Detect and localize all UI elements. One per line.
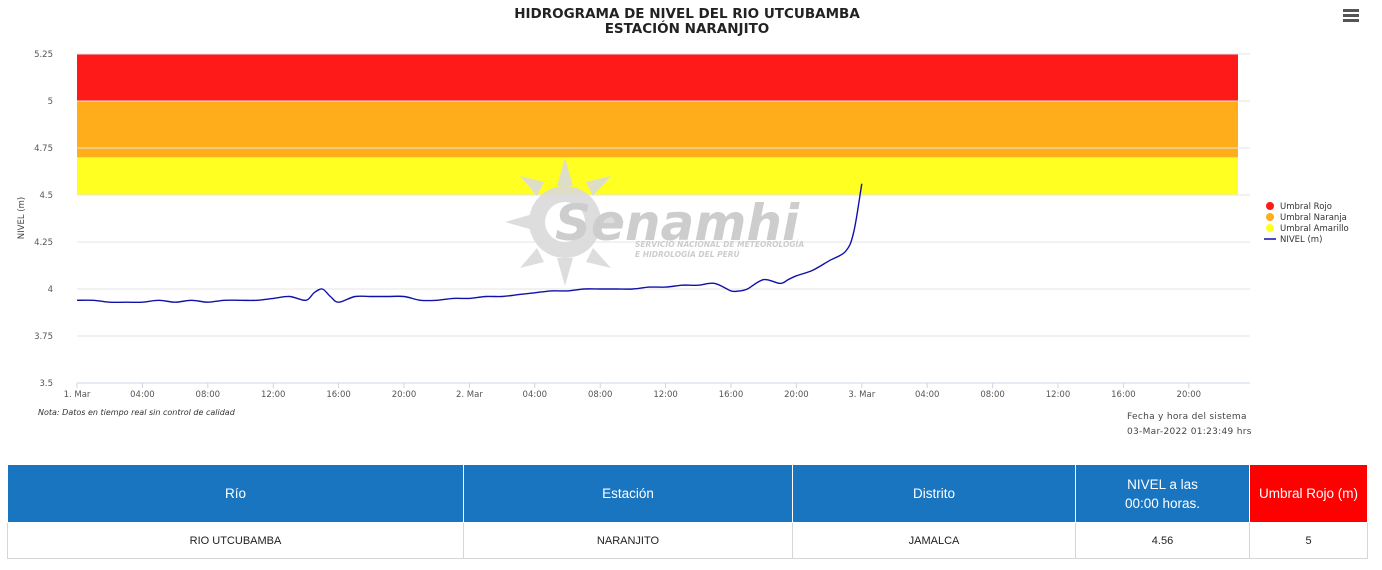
x-tick-label: 20:00 xyxy=(1177,390,1202,400)
legend-item-umbral-naranja[interactable]: Umbral Naranja xyxy=(1266,213,1347,223)
header-distrito: Distrito xyxy=(792,464,1076,523)
chart-title-line2: ESTACIÓN NARANJITO xyxy=(605,19,770,37)
legend-label-rojo: Umbral Rojo xyxy=(1280,202,1332,212)
summary-table: Río Estación Distrito NIVEL a las 00:00 … xyxy=(7,464,1368,559)
chart-legend: Umbral Rojo Umbral Naranja Umbral Amaril… xyxy=(1264,202,1349,245)
x-tick-label: 16:00 xyxy=(326,390,351,400)
x-tick-label: 1. Mar xyxy=(64,390,91,400)
y-tick-label: 4.5 xyxy=(39,191,53,201)
y-tick-label: 5 xyxy=(48,97,53,107)
y-tick-label: 3.5 xyxy=(39,379,53,389)
cell-umbral-rojo: 5 xyxy=(1249,522,1368,559)
header-nivel: NIVEL a las 00:00 horas. xyxy=(1075,464,1250,523)
y-tick-label: 4.25 xyxy=(34,238,53,248)
header-umbral-rojo: Umbral Rojo (m) xyxy=(1249,464,1368,523)
watermark-brand: Senamhi xyxy=(555,194,800,252)
x-tick-label: 08:00 xyxy=(196,390,221,400)
sun-logo-icon xyxy=(505,158,625,286)
band-umbral-rojo xyxy=(77,54,1238,101)
x-tick-label: 16:00 xyxy=(1111,390,1136,400)
cell-nivel: 4.56 xyxy=(1075,522,1250,559)
table-header-row: Río Estación Distrito NIVEL a las 00:00 … xyxy=(7,464,1368,523)
x-tick-label: 16:00 xyxy=(719,390,744,400)
cell-estacion: NARANJITO xyxy=(463,522,793,559)
header-rio: Río xyxy=(7,464,464,523)
x-tick-label: 04:00 xyxy=(915,390,940,400)
x-tick-label: 08:00 xyxy=(588,390,613,400)
x-tick-label: 04:00 xyxy=(130,390,155,400)
x-tick-label: 12:00 xyxy=(261,390,286,400)
legend-label-naranja: Umbral Naranja xyxy=(1280,213,1347,223)
cell-distrito: JAMALCA xyxy=(792,522,1076,559)
cell-rio: RIO UTCUBAMBA xyxy=(7,522,464,559)
x-axis-ticks: 1. Mar 04:00 08:00 12:00 16:00 20:00 2. Mar 04:… xyxy=(64,383,1201,400)
y-axis-ticks: 3.5 3.75 4 4.25 4.5 4.75 5 5.25 xyxy=(34,50,53,389)
header-nivel-line2: 00:00 horas. xyxy=(1124,495,1201,511)
gridlines xyxy=(77,53,1250,384)
legend-item-umbral-rojo[interactable]: Umbral Rojo xyxy=(1266,202,1332,212)
band-umbral-naranja xyxy=(77,101,1238,158)
y-tick-label: 4.75 xyxy=(34,144,53,154)
watermark-line1: SERVICIO NACIONAL DE METEOROLOGÍA xyxy=(635,240,804,249)
x-tick-label: 20:00 xyxy=(784,390,809,400)
system-time-value: 03-Mar-2022 01:23:49 hrs xyxy=(1127,427,1252,437)
legend-item-umbral-amarillo[interactable]: Umbral Amarillo xyxy=(1266,224,1349,234)
y-tick-label: 3.75 xyxy=(34,332,53,342)
x-tick-label: 08:00 xyxy=(980,390,1005,400)
hydrograph-chart: HIDROGRAMA DE NIVEL DEL RIO UTCUBAMBA ES… xyxy=(17,6,1349,437)
series-line-nivel xyxy=(76,183,863,304)
y-tick-label: 5.25 xyxy=(34,50,53,60)
threshold-bands xyxy=(77,54,1238,195)
x-tick-label: 04:00 xyxy=(523,390,548,400)
legend-marker-rojo xyxy=(1266,202,1274,210)
header-nivel-line1: NIVEL a las xyxy=(1127,476,1198,492)
chart-title-line1: HIDROGRAMA DE NIVEL DEL RIO UTCUBAMBA xyxy=(514,6,860,22)
system-time-label: Fecha y hora del sistema xyxy=(1127,412,1247,422)
header-estacion: Estación xyxy=(463,464,793,523)
legend-label-amarillo: Umbral Amarillo xyxy=(1280,224,1349,234)
legend-label-nivel: NIVEL (m) xyxy=(1280,235,1322,245)
x-tick-label: 20:00 xyxy=(392,390,417,400)
y-tick-label: 4 xyxy=(48,285,53,295)
x-tick-label: 12:00 xyxy=(653,390,678,400)
x-tick-label: 12:00 xyxy=(1046,390,1071,400)
y-axis-label: NIVEL (m) xyxy=(17,197,27,239)
band-umbral-amarillo xyxy=(77,157,1238,195)
watermark-line2: E HIDROLOGÍA DEL PERÚ xyxy=(635,250,740,259)
legend-marker-amarillo xyxy=(1266,224,1274,232)
senamhi-watermark: Senamhi SERVICIO NACIONAL DE METEOROLOGÍ… xyxy=(505,158,804,286)
legend-marker-naranja xyxy=(1266,213,1274,221)
x-tick-label: 2. Mar xyxy=(456,390,483,400)
data-quality-note: Nota: Datos en tiempo real sin control d… xyxy=(38,408,236,417)
legend-item-nivel[interactable]: NIVEL (m) xyxy=(1264,235,1322,245)
x-tick-label: 3. Mar xyxy=(848,390,875,400)
table-row: RIO UTCUBAMBA NARANJITO JAMALCA 4.56 5 xyxy=(7,522,1368,559)
hamburger-menu-icon[interactable] xyxy=(1343,9,1359,23)
